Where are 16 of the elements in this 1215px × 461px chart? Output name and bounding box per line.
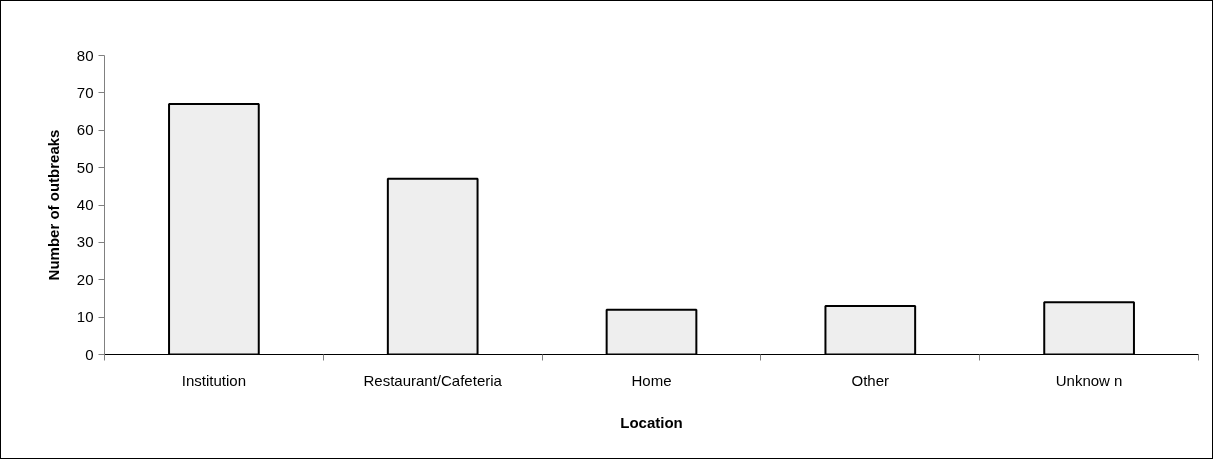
y-tick-label: 70 bbox=[76, 83, 94, 101]
x-tick-label: Other bbox=[851, 371, 890, 389]
y-tick-label: 10 bbox=[76, 308, 94, 326]
y-tick-label: 60 bbox=[76, 121, 94, 139]
y-tick-label: 80 bbox=[76, 46, 94, 64]
x-tick-label: Unknow n bbox=[1055, 371, 1123, 389]
y-tick-label: 50 bbox=[76, 158, 94, 176]
y-axis-title: Number of outbreaks bbox=[44, 129, 62, 281]
y-tick-label: 30 bbox=[76, 233, 94, 251]
y-tick-label: 20 bbox=[76, 270, 94, 288]
x-tick-label: Institution bbox=[181, 371, 247, 389]
x-tick-label: Home bbox=[631, 371, 672, 389]
x-tick-label: Restaurant/Cafeteria bbox=[363, 371, 503, 389]
y-tick-label: 40 bbox=[76, 196, 94, 213]
y-tick-label: 0 bbox=[85, 345, 94, 363]
x-axis-title: Location bbox=[620, 413, 683, 431]
